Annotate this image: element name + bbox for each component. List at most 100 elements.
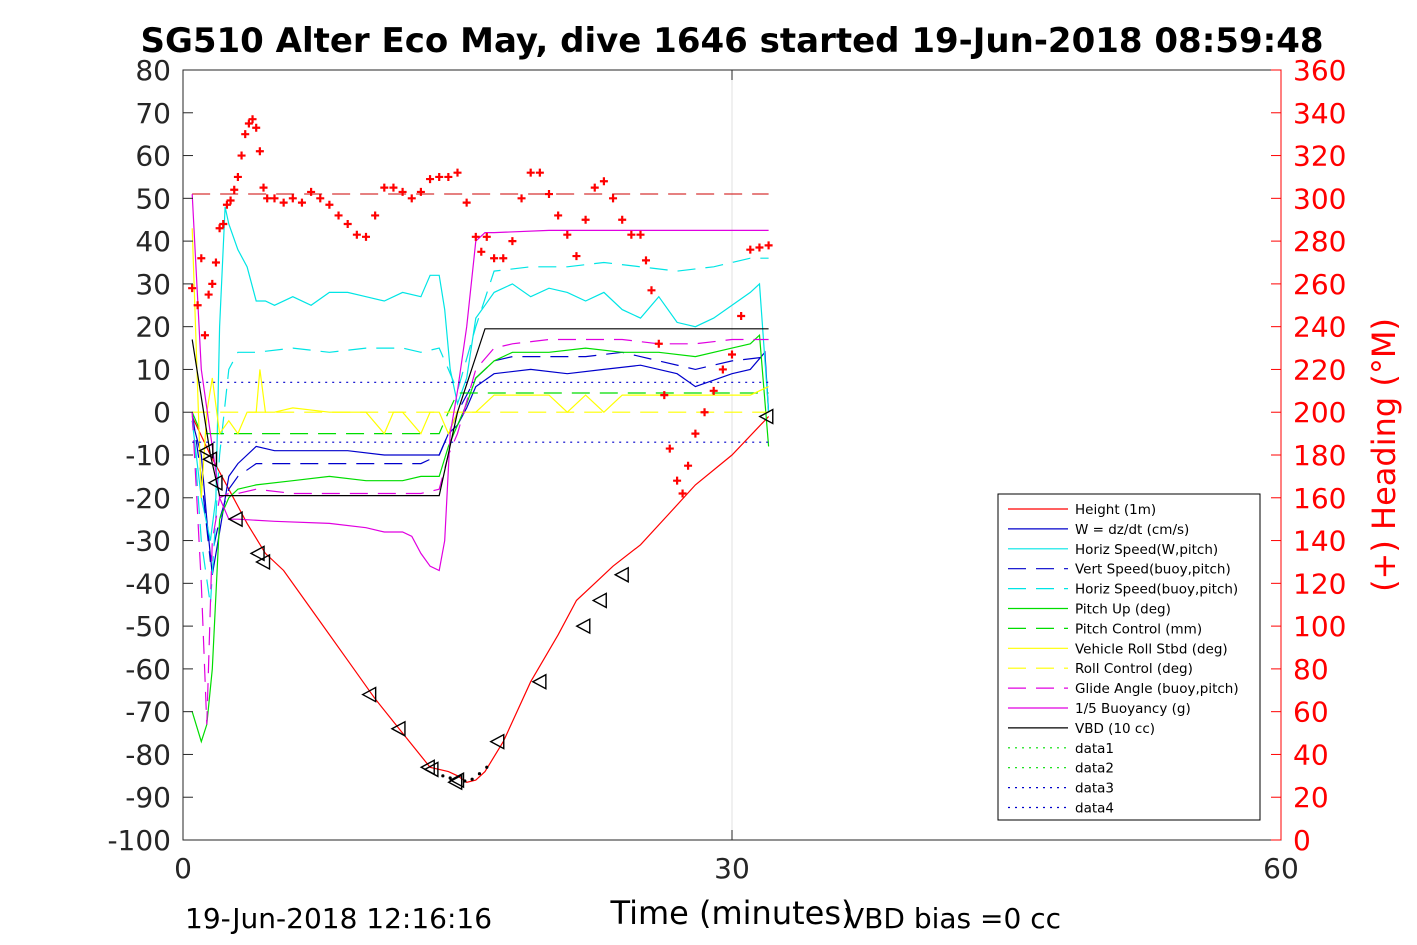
heading-point xyxy=(755,243,764,252)
y-tick-label: 50 xyxy=(135,182,171,215)
depth-marker xyxy=(249,545,265,562)
heading-point xyxy=(453,168,462,177)
heading-point xyxy=(259,183,268,192)
heading-point xyxy=(252,123,261,132)
heading-point xyxy=(398,187,407,196)
heading-point xyxy=(709,386,718,395)
y-right-tick-label: 140 xyxy=(1293,525,1346,558)
y-tick-label: 80 xyxy=(135,54,171,87)
heading-point xyxy=(609,194,618,203)
y-right-tick-label: 320 xyxy=(1293,140,1346,173)
heading-point xyxy=(334,211,343,220)
heading-point xyxy=(248,115,257,124)
heading-point xyxy=(435,172,444,181)
footer-timestamp: 19-Jun-2018 12:16:16 xyxy=(185,902,492,935)
heading-point xyxy=(477,247,486,256)
heading-point xyxy=(482,232,491,241)
y-right-tick-label: 0 xyxy=(1293,824,1311,857)
y-tick-label: -80 xyxy=(125,738,171,771)
x-axis-label: Time (minutes) xyxy=(610,894,854,932)
heading-point xyxy=(728,350,736,359)
heading-point xyxy=(545,190,553,199)
heading-point xyxy=(263,194,272,203)
legend-label-5: Pitch Up (deg) xyxy=(1075,602,1171,618)
heading-point xyxy=(647,286,656,295)
y-right-tick-label: 280 xyxy=(1293,225,1346,258)
y-right-tick-label: 100 xyxy=(1293,610,1346,643)
legend-label-13: data2 xyxy=(1075,761,1114,777)
y-tick-label: 40 xyxy=(135,225,171,258)
bottom-dot xyxy=(448,776,452,780)
heading-point xyxy=(279,198,288,207)
y-right-tick-label: 160 xyxy=(1293,482,1346,515)
series-line-4 xyxy=(191,257,769,605)
y-tick-label: -20 xyxy=(125,482,171,515)
heading-point xyxy=(678,489,687,498)
heading-point xyxy=(371,211,380,220)
y-tick-label: 60 xyxy=(135,140,171,173)
legend-label-6: Pitch Control (mm) xyxy=(1075,621,1202,637)
footer-vbd-bias: VBD bias =0 cc xyxy=(845,902,1061,935)
heading-point xyxy=(226,196,235,205)
heading-point xyxy=(444,172,453,181)
heading-point xyxy=(691,429,700,438)
legend-label-9: Glide Angle (buoy,pitch) xyxy=(1075,681,1239,697)
y-tick-label: 0 xyxy=(153,396,171,429)
heading-point xyxy=(389,183,398,192)
heading-point xyxy=(380,183,389,192)
legend-label-8: Roll Control (deg) xyxy=(1075,661,1193,677)
y-right-tick-label: 80 xyxy=(1293,653,1329,686)
depth-marker xyxy=(758,408,774,425)
y-right-tick-label: 60 xyxy=(1293,696,1329,729)
depth-marker xyxy=(207,474,223,491)
y-right-tick-label: 360 xyxy=(1293,54,1346,87)
heading-point xyxy=(654,339,663,348)
bottom-dot xyxy=(441,774,445,778)
heading-point xyxy=(517,194,526,203)
plot-area xyxy=(191,193,770,783)
heading-point xyxy=(636,230,645,239)
y-right-tick-label: 300 xyxy=(1293,182,1346,215)
y-tick-label: -40 xyxy=(125,567,171,600)
heading-point xyxy=(407,194,416,203)
depth-marker xyxy=(591,592,607,609)
x-tick-label: 60 xyxy=(1263,852,1299,885)
marker-layer xyxy=(188,115,774,791)
heading-point xyxy=(499,254,508,263)
heading-point xyxy=(416,187,425,196)
heading-point xyxy=(325,200,334,209)
depth-marker xyxy=(390,720,406,737)
y-tick-label: 70 xyxy=(135,97,171,130)
y-tick-label: 30 xyxy=(135,268,171,301)
heading-point xyxy=(222,200,231,209)
y-tick-label: -90 xyxy=(125,781,171,814)
heading-point xyxy=(665,444,674,453)
legend: Height (1m) W = dz/dt (cm/s) Horiz Speed(W… xyxy=(997,493,1261,821)
y-right-tick-label: 340 xyxy=(1293,97,1346,130)
series-line-0 xyxy=(191,416,770,783)
ticks-layer: 0 30 6080706050403020100-10-20-30-40-50-60… xyxy=(107,54,1346,885)
heading-point xyxy=(343,220,352,228)
y-tick-label: 20 xyxy=(135,311,171,344)
depth-marker xyxy=(227,510,243,528)
depth-marker xyxy=(198,442,214,459)
heading-point xyxy=(618,215,627,224)
heading-point xyxy=(660,391,669,400)
y-right-tick-label: 200 xyxy=(1293,396,1346,429)
y-right-tick-label: 120 xyxy=(1293,567,1346,600)
y-right-tick-label: 40 xyxy=(1293,738,1329,771)
x-tick-label: 30 xyxy=(714,852,750,885)
legend-label-0: Height (1m) xyxy=(1075,502,1156,518)
depth-marker xyxy=(575,617,591,635)
heading-point xyxy=(526,168,535,177)
y-tick-label: -100 xyxy=(107,824,171,857)
depth-marker xyxy=(489,733,505,750)
heading-point xyxy=(241,130,250,139)
bottom-dot xyxy=(463,779,467,783)
chart-title: SG510 Alter Eco May, dive 1646 started 1… xyxy=(140,21,1323,61)
legend-label-3: Vert Speed(buoy,pitch) xyxy=(1075,562,1231,578)
legend-label-7: Vehicle Roll Stbd (deg) xyxy=(1075,641,1228,657)
heading-point xyxy=(462,198,471,207)
bottom-dot xyxy=(485,765,489,769)
